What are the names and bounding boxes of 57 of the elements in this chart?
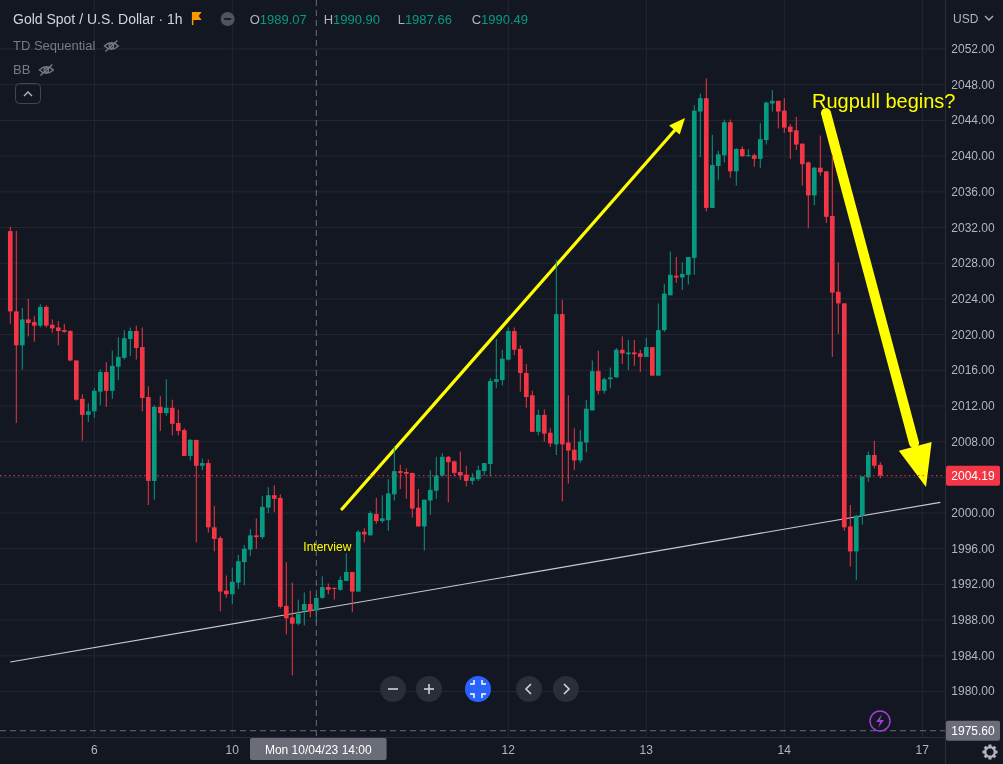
annotation: O1989.07 [249, 12, 307, 27]
y-tick-label: 1980.00 [951, 684, 996, 699]
candlestick [367, 510, 373, 536]
candlestick [103, 361, 109, 408]
y-tick-label: 1984.00 [951, 648, 996, 663]
candlestick [163, 378, 169, 417]
text: Gold Spot / U.S. Dollar · 1h [13, 11, 183, 27]
annotation: Interview [303, 539, 352, 554]
candlestick [319, 575, 325, 600]
annotation: L1987.66 [397, 12, 452, 27]
x-tick-label: 10 [225, 743, 240, 757]
candlestick [607, 367, 613, 389]
y-tick-label: 2048.00 [951, 77, 996, 92]
candlestick [733, 147, 739, 187]
y-tick-label: 2000.00 [951, 506, 996, 521]
ref-line-label: 2004.19 [951, 468, 996, 483]
y-tick-label: 2036.00 [951, 184, 996, 199]
y-tick-label: 2016.00 [951, 363, 996, 378]
y-tick-label: 1996.00 [951, 541, 996, 556]
y-tick-label: 2052.00 [951, 42, 996, 57]
annotation: Rugpull begins? [812, 90, 956, 112]
y-tick-label: 1992.00 [951, 577, 996, 592]
candlestick [37, 303, 43, 328]
annotation: TD Sequential [13, 38, 96, 53]
candlestick [301, 591, 307, 626]
y-tick-label: 2028.00 [951, 256, 996, 271]
y-tick-label: 1988.00 [951, 613, 996, 628]
x-tick-label: 6 [90, 743, 98, 757]
ref-line-label: 1975.60 [951, 723, 996, 738]
candlestick [595, 350, 601, 395]
y-tick-label: 2020.00 [951, 327, 996, 342]
candlestick [253, 517, 259, 550]
candlestick [187, 438, 193, 461]
x-tick-label: 17 [915, 743, 930, 757]
candlestick [349, 571, 355, 613]
candlestick [85, 402, 91, 423]
y-tick-label: 2024.00 [951, 291, 996, 306]
x-tick-label: 12 [501, 743, 516, 757]
x-tick-label: Mon 10/04/23 14:00 [264, 743, 372, 757]
candlestick [157, 395, 163, 432]
y-tick-label: 2012.00 [951, 398, 996, 413]
y-axis-title: USD [953, 12, 979, 26]
y-tick-label: 2044.00 [951, 113, 996, 128]
y-tick-label: 2032.00 [951, 220, 996, 235]
x-tick-label: 13 [639, 743, 654, 757]
candlestick [625, 339, 631, 371]
annotation: C1990.49 [471, 12, 529, 27]
candlestick [307, 590, 313, 618]
y-tick-label: 2040.00 [951, 149, 996, 164]
y-tick-label: 2008.00 [951, 434, 996, 449]
candlestick [643, 337, 649, 358]
candlestick [373, 497, 379, 525]
candlestick [535, 409, 541, 436]
x-tick-label: 14 [777, 743, 792, 757]
annotation: BB [13, 62, 31, 77]
candlestick [295, 599, 301, 626]
annotation: H1990.90 [323, 12, 381, 27]
